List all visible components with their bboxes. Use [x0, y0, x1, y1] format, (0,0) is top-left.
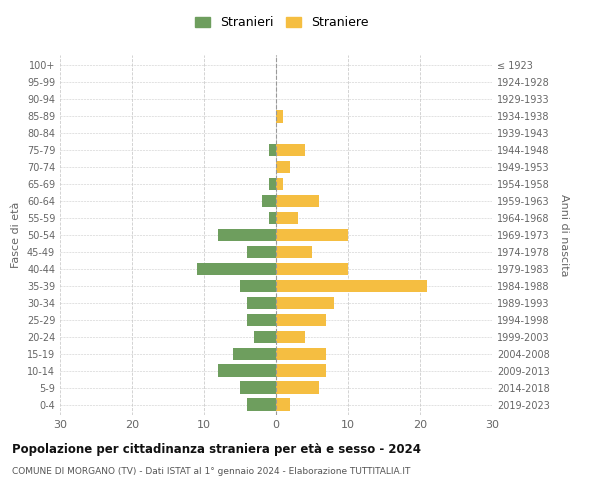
Bar [276, 228, 348, 241]
Bar [247, 246, 276, 258]
Bar [240, 280, 276, 292]
Bar [276, 212, 298, 224]
Bar [276, 246, 312, 258]
Bar [276, 364, 326, 377]
Bar [240, 382, 276, 394]
Bar [276, 262, 348, 276]
Bar [276, 144, 305, 156]
Bar [247, 296, 276, 310]
Text: COMUNE DI MORGANO (TV) - Dati ISTAT al 1° gennaio 2024 - Elaborazione TUTTITALIA: COMUNE DI MORGANO (TV) - Dati ISTAT al 1… [12, 468, 410, 476]
Bar [276, 178, 283, 190]
Bar [269, 144, 276, 156]
Bar [262, 194, 276, 207]
Text: Popolazione per cittadinanza straniera per età e sesso - 2024: Popolazione per cittadinanza straniera p… [12, 442, 421, 456]
Bar [276, 398, 290, 411]
Legend: Stranieri, Straniere: Stranieri, Straniere [190, 11, 374, 34]
Bar [197, 262, 276, 276]
Bar [233, 348, 276, 360]
Bar [218, 364, 276, 377]
Bar [276, 110, 283, 122]
Bar [276, 160, 290, 173]
Bar [218, 228, 276, 241]
Bar [276, 296, 334, 310]
Y-axis label: Fasce di età: Fasce di età [11, 202, 21, 268]
Bar [276, 194, 319, 207]
Bar [276, 330, 305, 344]
Text: Maschi: Maschi [0, 499, 1, 500]
Bar [269, 178, 276, 190]
Text: Femmine: Femmine [0, 499, 1, 500]
Bar [247, 398, 276, 411]
Bar [247, 314, 276, 326]
Bar [276, 280, 427, 292]
Bar [269, 212, 276, 224]
Bar [276, 348, 326, 360]
Bar [276, 382, 319, 394]
Bar [254, 330, 276, 344]
Y-axis label: Anni di nascita: Anni di nascita [559, 194, 569, 276]
Bar [276, 314, 326, 326]
